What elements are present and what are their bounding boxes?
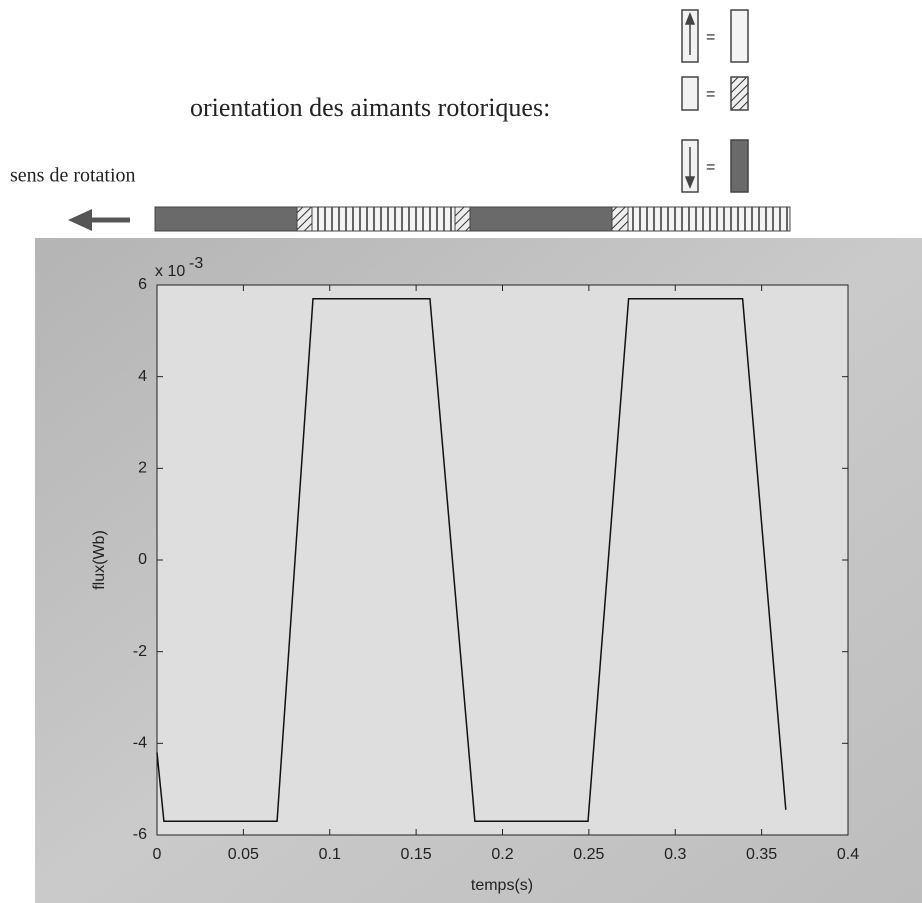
x-tick-label: 0.05 [228, 846, 259, 863]
x-tick-label: 0.35 [746, 846, 777, 863]
x-tick-label: 0.1 [319, 846, 341, 863]
x-axis-label: temps(s) [471, 877, 533, 894]
y-tick-label: 2 [138, 460, 147, 477]
x-tick-label: 0 [153, 846, 162, 863]
y-tick-label: -2 [133, 643, 147, 660]
y-tick-label: -6 [133, 826, 147, 843]
x-tick-label: 0.15 [401, 846, 432, 863]
x-tick-label: 0.25 [573, 846, 604, 863]
x-tick-label: 0.3 [664, 846, 686, 863]
flux-line [156, 298, 787, 822]
rotation-arrow [68, 209, 130, 231]
rotation-label: sens de rotation [10, 165, 136, 187]
magnet-legend [681, 9, 749, 193]
y-tick-label: 6 [138, 276, 147, 293]
plot-area [157, 285, 848, 835]
equals: = [706, 159, 715, 176]
equals: = [706, 86, 715, 103]
exponent-base: x 10 [155, 263, 185, 280]
exponent-power: -3 [189, 255, 203, 272]
y-tick-label: 4 [138, 368, 147, 385]
y-axis-label: flux(Wb) [91, 530, 108, 590]
equals: = [706, 29, 715, 46]
plot-frame [156, 284, 849, 836]
x-tick-label: 0.2 [491, 846, 513, 863]
y-tick-label: 0 [138, 551, 147, 568]
magnet-strip [154, 206, 791, 232]
y-tick-label: -4 [133, 735, 147, 752]
orientation-label: orientation des aimants rotoriques: [190, 93, 550, 122]
x-tick-label: 0.4 [837, 846, 859, 863]
